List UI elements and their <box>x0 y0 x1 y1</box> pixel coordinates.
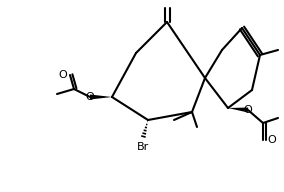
Text: O: O <box>244 105 252 115</box>
Text: Br: Br <box>137 142 149 152</box>
Text: O: O <box>58 70 67 80</box>
Polygon shape <box>228 108 248 113</box>
Polygon shape <box>90 94 112 99</box>
Text: O: O <box>267 135 276 145</box>
Text: O: O <box>85 92 94 102</box>
